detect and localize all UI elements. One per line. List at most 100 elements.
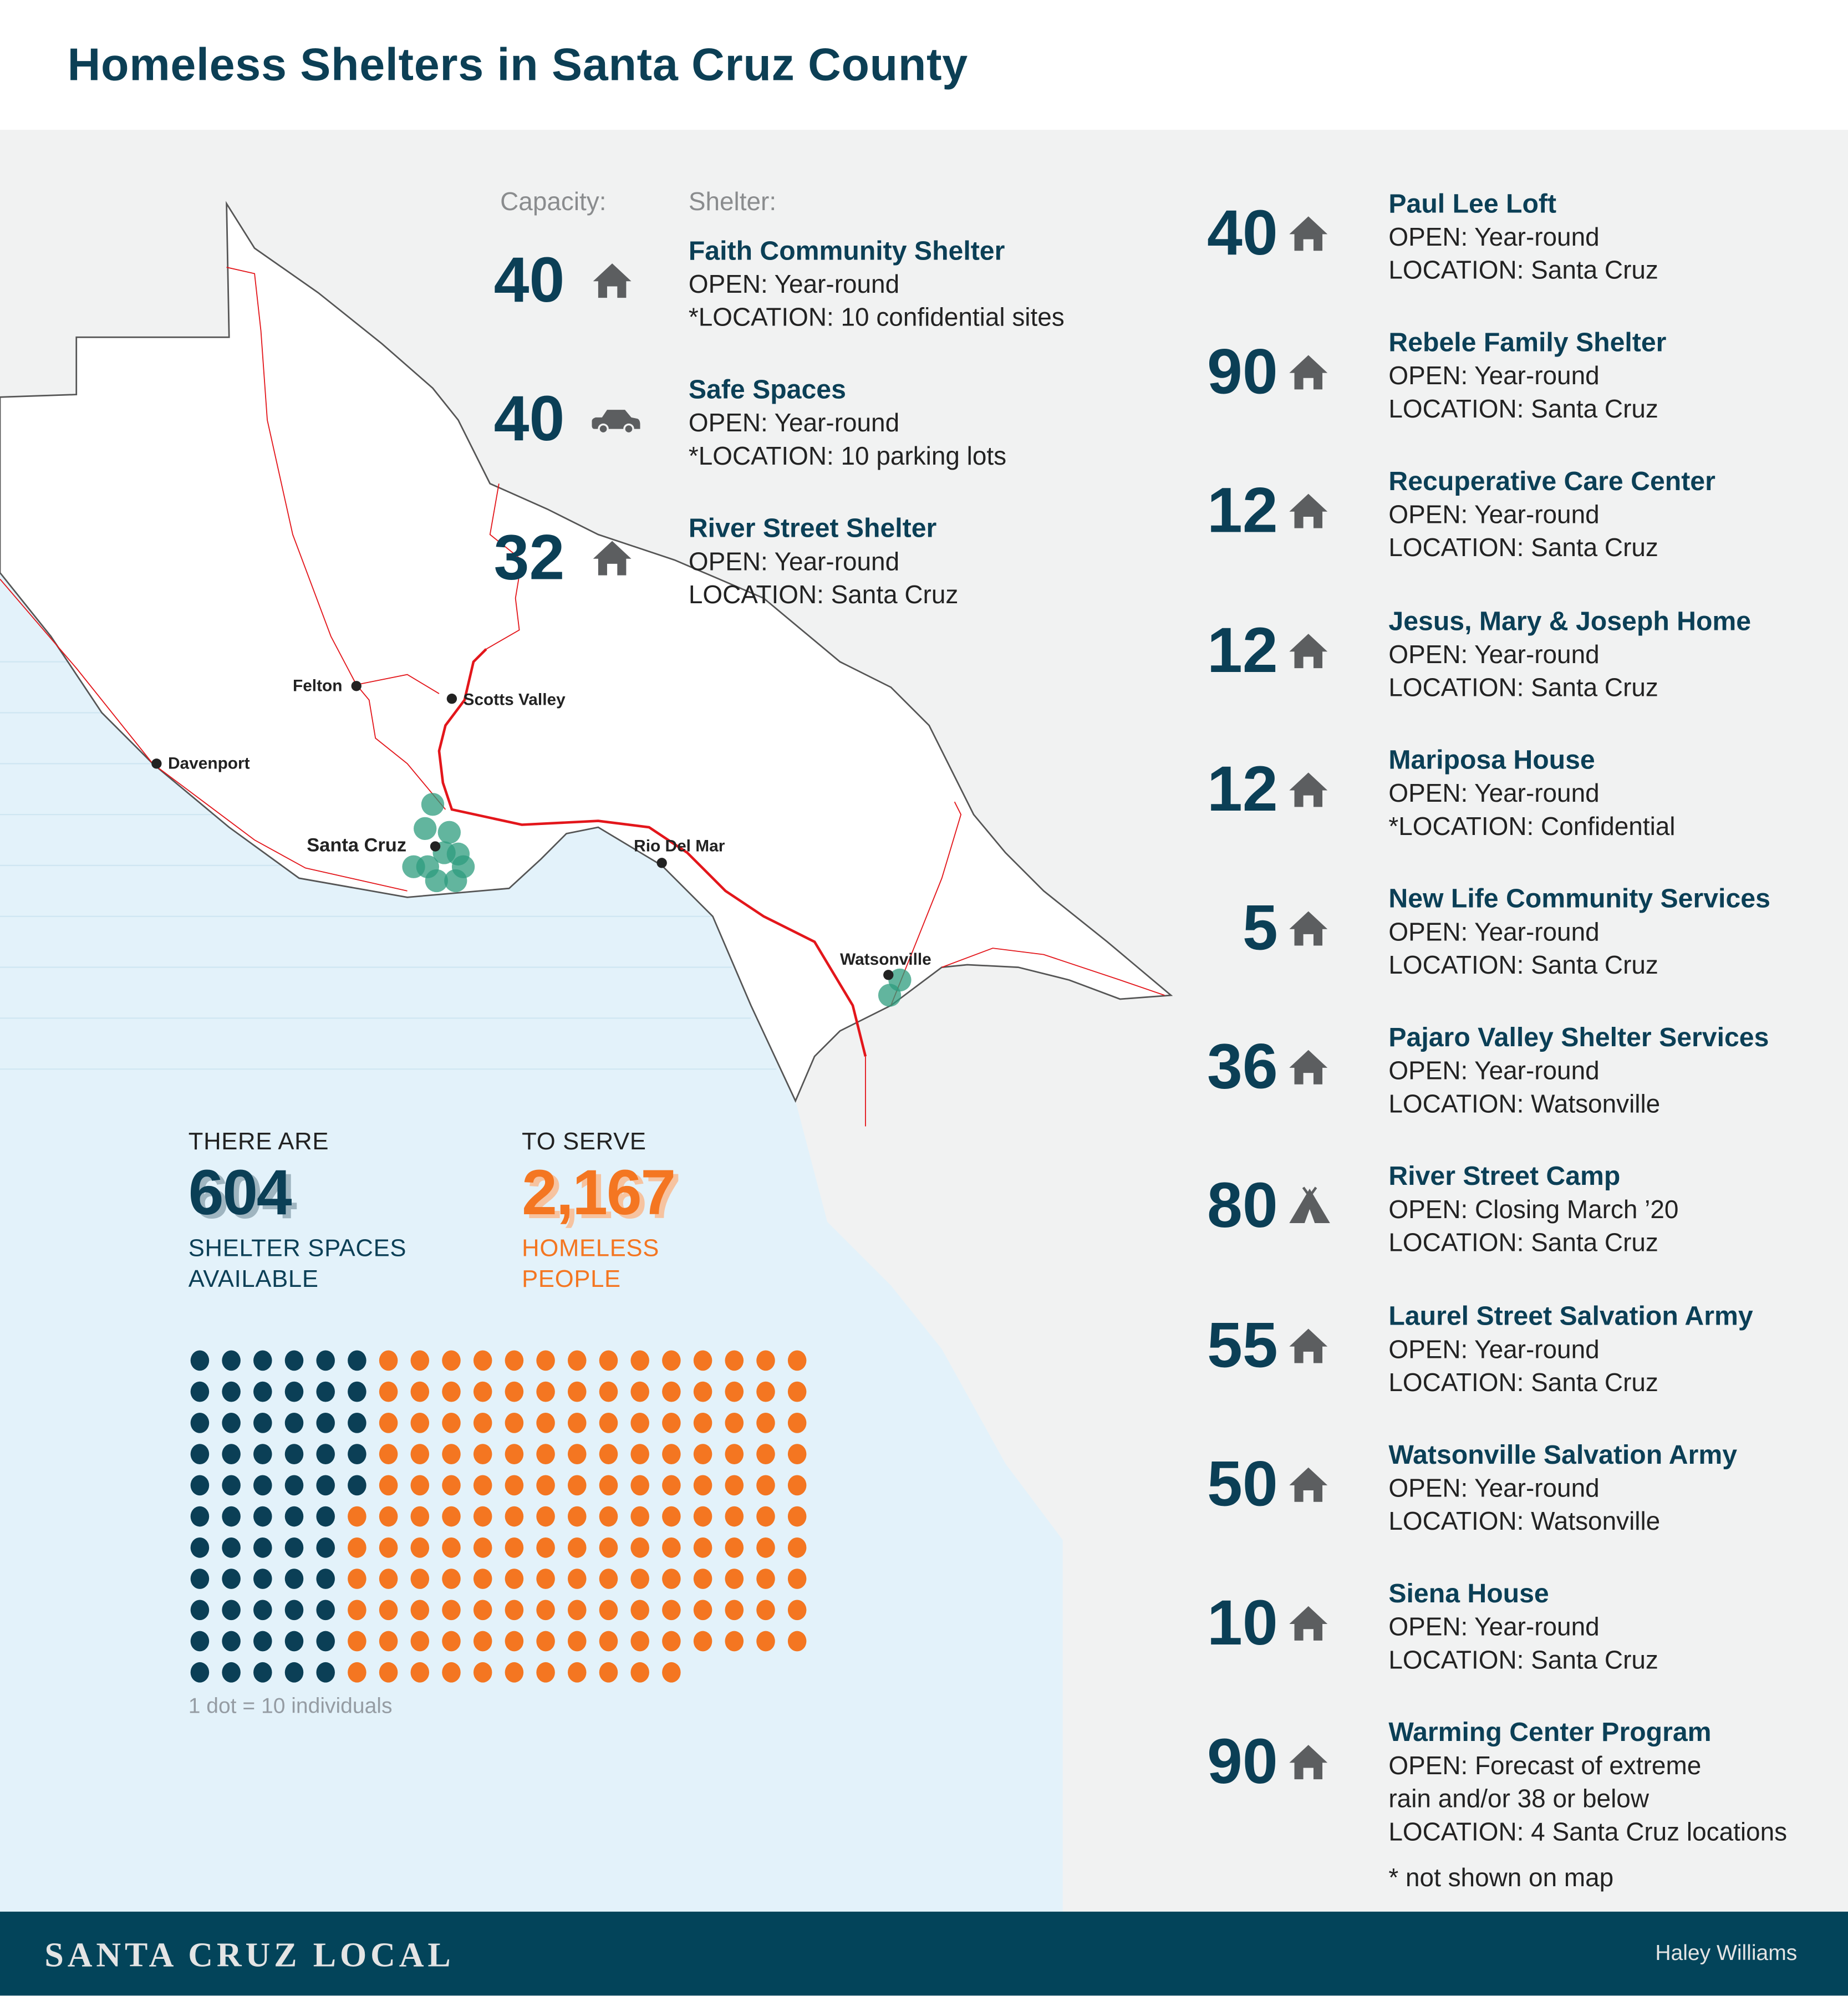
homeless-person-dot bbox=[348, 1631, 366, 1652]
shelter-location: LOCATION: Santa Cruz bbox=[1388, 674, 1658, 702]
homeless-person-dot bbox=[410, 1381, 430, 1402]
capacity-value: 12 bbox=[1206, 753, 1278, 825]
footnote: * not shown on map bbox=[1388, 1864, 1614, 1893]
shelter-space-dot bbox=[253, 1569, 272, 1589]
shelter-entry: Safe Spaces OPEN: Year-round *LOCATION: 10… bbox=[689, 374, 1006, 473]
homeless-person-dot bbox=[787, 1631, 807, 1652]
homeless-person-dot bbox=[568, 1662, 587, 1683]
homeless-person-dot bbox=[505, 1569, 524, 1589]
homeless-person-dot bbox=[568, 1381, 587, 1402]
house-icon bbox=[1288, 1465, 1328, 1503]
homeless-person-dot bbox=[599, 1506, 618, 1527]
house-icon bbox=[1288, 1326, 1328, 1364]
dot-grid bbox=[190, 1350, 807, 1683]
shelter-space-dot bbox=[253, 1600, 272, 1621]
capacity-value: 12 bbox=[1206, 475, 1278, 547]
homeless-person-dot bbox=[787, 1600, 807, 1621]
homeless-person-dot bbox=[410, 1444, 430, 1464]
homeless-person-dot bbox=[693, 1631, 712, 1652]
capacity-value: 40 bbox=[1206, 197, 1278, 269]
homeless-person-dot bbox=[568, 1350, 587, 1371]
homeless-person-dot bbox=[379, 1350, 398, 1371]
homeless-person-dot bbox=[505, 1413, 524, 1433]
shelter-name: Mariposa House bbox=[1388, 745, 1595, 775]
shelter-location: LOCATION: 4 Santa Cruz locations bbox=[1388, 1819, 1788, 1847]
shelter-entry: Rebele Family Shelter OPEN: Year-round LOC… bbox=[1388, 327, 1666, 426]
homeless-person-dot bbox=[505, 1600, 524, 1621]
open-hours: OPEN: Year-round bbox=[1388, 502, 1600, 530]
homeless-person-dot bbox=[568, 1537, 587, 1558]
homeless-person-dot bbox=[725, 1381, 744, 1402]
homeless-person-dot bbox=[725, 1350, 744, 1371]
homeless-person-dot bbox=[410, 1537, 430, 1558]
homeless-person-dot bbox=[536, 1662, 555, 1683]
shelter-space-dot bbox=[284, 1662, 304, 1683]
homeless-person-dot bbox=[473, 1631, 492, 1652]
homeless-person-dot bbox=[442, 1506, 461, 1527]
open-hours: OPEN: Year-round bbox=[1388, 1475, 1600, 1503]
shelter-space-dot bbox=[222, 1569, 241, 1589]
shelter-space-dot bbox=[190, 1537, 210, 1558]
open-hours: OPEN: Year-round bbox=[1388, 1057, 1600, 1086]
homeless-person-dot bbox=[410, 1631, 430, 1652]
shelter-location: LOCATION: Santa Cruz bbox=[688, 582, 959, 610]
homeless-person-dot bbox=[379, 1444, 398, 1464]
shelter-space-dot bbox=[316, 1662, 335, 1683]
shelter-name: River Street Camp bbox=[1388, 1162, 1621, 1192]
open-hours: OPEN: Year-round bbox=[1388, 363, 1600, 391]
homeless-person-dot bbox=[568, 1600, 587, 1621]
homeless-person-dot bbox=[442, 1475, 461, 1496]
capacity-value: 90 bbox=[1206, 336, 1278, 408]
homeless-person-dot bbox=[630, 1475, 649, 1496]
county-outline bbox=[0, 201, 1173, 1103]
homeless-person-dot bbox=[379, 1506, 398, 1527]
header: Homeless Shelters in Santa Cruz County bbox=[0, 0, 1848, 130]
homeless-person-dot bbox=[756, 1413, 775, 1433]
shelter-space-dot bbox=[316, 1537, 335, 1558]
shelter-space-dot bbox=[284, 1537, 304, 1558]
homeless-person-dot bbox=[536, 1350, 555, 1371]
shelter-location: LOCATION: Watsonville bbox=[1388, 1091, 1661, 1119]
city-label-rio-del-mar: Rio Del Mar bbox=[634, 836, 725, 856]
homeless-person-dot bbox=[662, 1600, 681, 1621]
homeless-person-dot bbox=[787, 1569, 807, 1589]
homeless-person-dot bbox=[536, 1631, 555, 1652]
homeless-person-dot bbox=[410, 1569, 430, 1589]
homeless-person-dot bbox=[630, 1350, 649, 1371]
house-icon bbox=[1288, 770, 1328, 808]
shelter-space-dot bbox=[253, 1475, 272, 1496]
shelter-location: LOCATION: Watsonville bbox=[1388, 1508, 1661, 1536]
open-hours: OPEN: Year-round bbox=[1388, 224, 1600, 252]
homeless-person-dot bbox=[630, 1662, 649, 1683]
people-value: 2,167 bbox=[522, 1157, 676, 1229]
shelter-entry: River Street Shelter OPEN: Year-round LOCA… bbox=[689, 513, 958, 612]
shelter-space-dot bbox=[222, 1444, 241, 1464]
shelter-name: Warming Center Program bbox=[1388, 1718, 1712, 1748]
shelter-entry: Siena House OPEN: Year-round LOCATION: San… bbox=[1388, 1578, 1658, 1677]
city-label-watsonville: Watsonville bbox=[840, 949, 931, 969]
shelter-space-dot bbox=[284, 1475, 304, 1496]
homeless-person-dot bbox=[693, 1444, 712, 1464]
shelter-name: Safe Spaces bbox=[688, 375, 846, 405]
shelter-location: LOCATION: Santa Cruz bbox=[1388, 396, 1658, 424]
shelter-name: Recuperative Care Center bbox=[1388, 467, 1715, 497]
city-label-felton: Felton bbox=[292, 675, 343, 695]
homeless-person-dot bbox=[568, 1413, 587, 1433]
shelter-space-dot bbox=[190, 1413, 210, 1433]
homeless-person-dot bbox=[442, 1662, 461, 1683]
author-credit: Haley Williams bbox=[1655, 1941, 1798, 1966]
shelter-space-dot bbox=[222, 1413, 241, 1433]
homeless-person-dot bbox=[379, 1569, 398, 1589]
homeless-person-dot bbox=[630, 1444, 649, 1464]
open-hours: OPEN: Year-round bbox=[1388, 1613, 1600, 1642]
homeless-person-dot bbox=[348, 1537, 366, 1558]
shelter-entry: Mariposa House OPEN: Year-round *LOCATION:… bbox=[1388, 744, 1675, 843]
shelter-location: LOCATION: Santa Cruz bbox=[1388, 535, 1658, 563]
homeless-person-dot bbox=[630, 1413, 649, 1433]
homeless-person-dot bbox=[599, 1475, 618, 1496]
shelter-space-dot bbox=[316, 1506, 335, 1527]
tent-icon bbox=[1288, 1187, 1330, 1225]
homeless-person-dot bbox=[756, 1537, 775, 1558]
open-hours: OPEN: Year-round bbox=[688, 271, 900, 299]
shelter-space-dot bbox=[190, 1506, 210, 1527]
